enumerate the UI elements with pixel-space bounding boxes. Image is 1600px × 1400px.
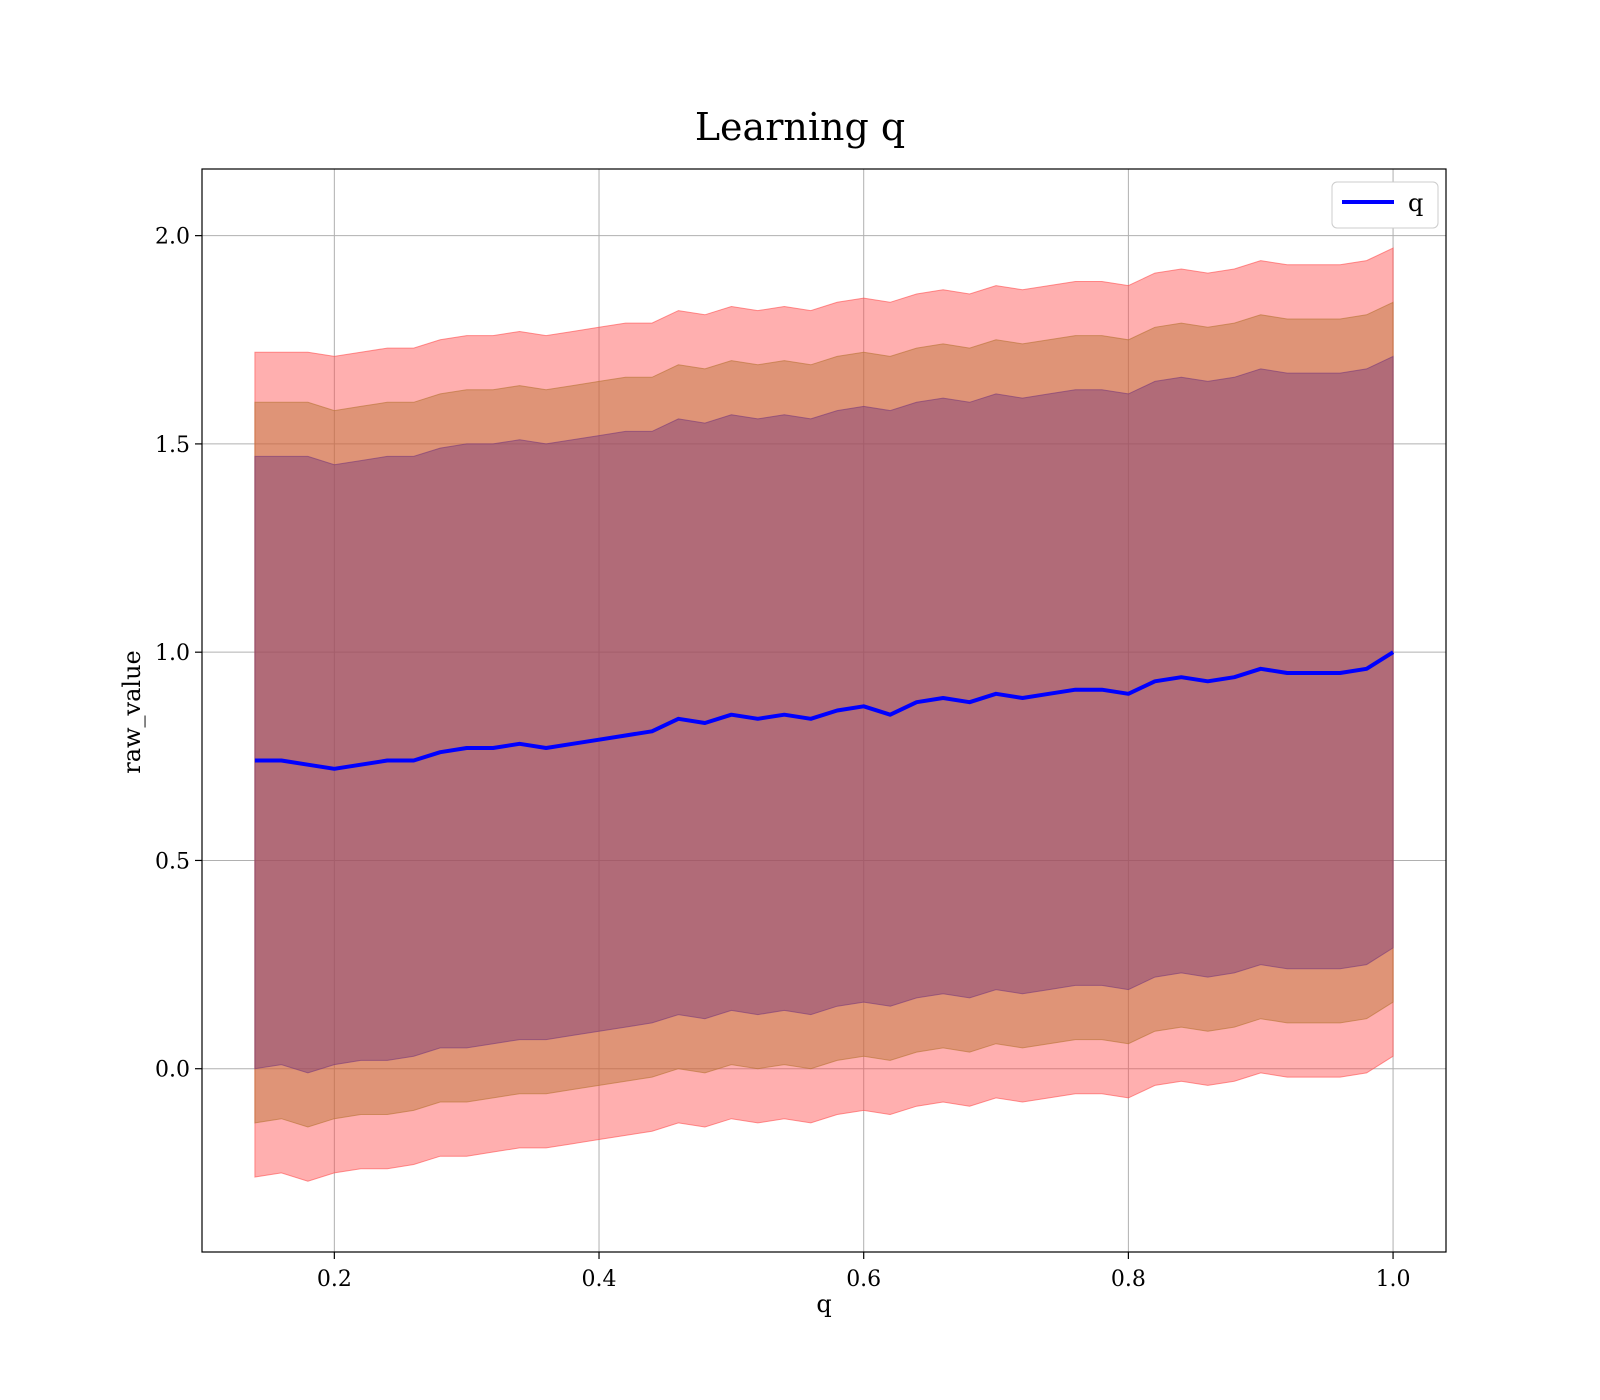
chart-title: Learning q [695,105,905,149]
legend-box [1331,181,1439,229]
y-tick-label: 2.0 [155,225,190,250]
y-tick-label: 1.0 [155,641,190,666]
x-tick-label: 0.8 [1111,1267,1146,1292]
x-ticks: 0.2 0.4 0.6 0.8 1.0 [317,1252,1411,1292]
series-lines [254,650,1395,771]
plot-frame [201,168,1447,1253]
y-tick-label: 0.5 [155,849,190,874]
x-tick-label: 1.0 [1376,1267,1411,1292]
y-tick-label: 0.0 [155,1058,190,1083]
x-tick-label: 0.2 [317,1267,352,1292]
y-axis-label: raw_value [118,650,146,774]
y-tick-label: 1.5 [155,433,190,458]
y-ticks: 0.0 0.5 1.0 1.5 2.0 [155,225,202,1083]
x-tick-label: 0.4 [582,1267,617,1292]
x-axis-label: q [816,1290,831,1318]
legend: q [1331,181,1439,229]
legend-label: q [1408,189,1423,217]
x-tick-label: 0.6 [846,1267,881,1292]
series-line-q [254,650,1395,771]
